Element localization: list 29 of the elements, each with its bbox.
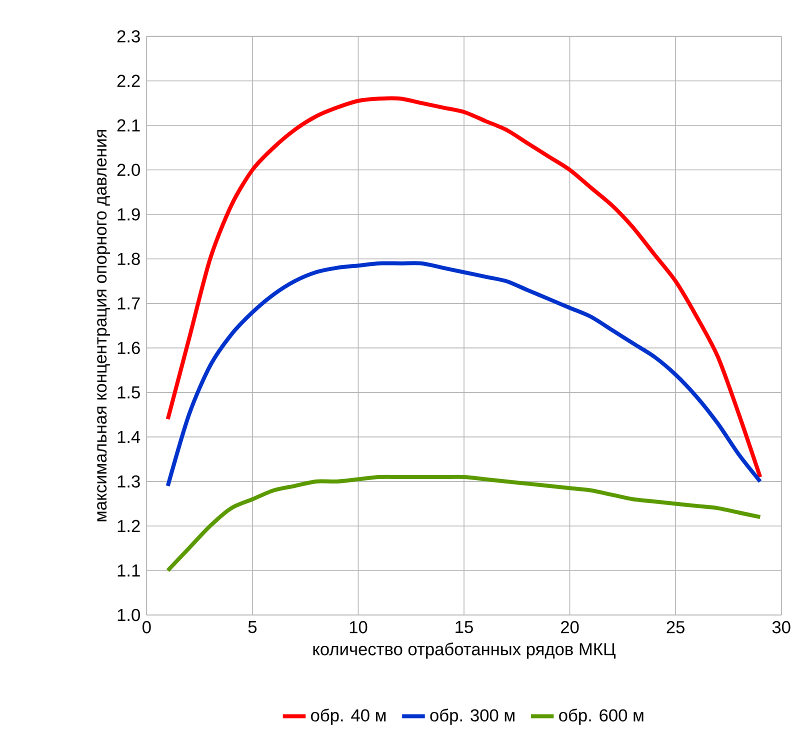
y-tick-label: 1.1 [118, 564, 140, 576]
y-tick-label: 1.9 [118, 208, 140, 221]
line-series [166, 96, 762, 480]
y-tick-label: 1.7 [118, 297, 140, 310]
y-tick-label: 1.3 [118, 475, 140, 488]
y-tick-label: 1.6 [118, 342, 140, 354]
x-tick-label: 10 [350, 621, 368, 634]
x-tick-label: 20 [561, 621, 579, 634]
x-tick-label: 30 [772, 621, 790, 634]
y-tick-label: 1.2 [118, 520, 140, 532]
legend-label: обр. 600 м [559, 708, 644, 725]
x-tick-label: 5 [248, 621, 257, 634]
y-axis-title: максимальная концентрация опорного давления [97, 130, 110, 522]
y-tick-label: 2.0 [117, 164, 140, 176]
x-tick-label: 15 [456, 621, 473, 634]
line-series [166, 474, 762, 572]
legend-label: обр. 300 м [430, 708, 514, 725]
y-tick-label: 2.3 [117, 30, 140, 42]
y-tick-label: 1.5 [118, 386, 140, 398]
legend-label: обр. 40 м [311, 708, 386, 725]
x-axis-title: количество отработанных рядов МКЦ [313, 642, 616, 659]
y-tick-label: 1.8 [118, 252, 140, 266]
y-tick-label: 2.1 [117, 119, 140, 132]
y-tick-label: 1.4 [118, 430, 140, 443]
x-tick-label: 25 [666, 621, 684, 634]
line-series [166, 261, 762, 488]
y-tick-label: 1.0 [118, 608, 140, 622]
y-tick-label: 2.2 [117, 74, 140, 87]
x-tick-label: 0 [142, 621, 151, 634]
